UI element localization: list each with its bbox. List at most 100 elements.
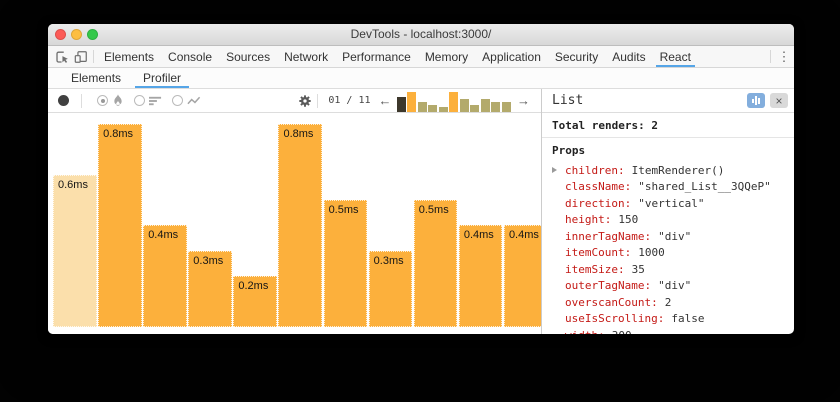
profiler-main-pane: 01 / 11 ← → 0.6ms 0.8ms 0.4ms 0.3ms 0.2ms 0.8…: [48, 89, 542, 334]
tab-audits[interactable]: Audits: [612, 49, 646, 64]
commit-bar[interactable]: 0.8ms: [98, 124, 142, 327]
flamegraph-view-radio[interactable]: [97, 95, 108, 106]
snapshot-mini-bar[interactable]: [470, 105, 479, 112]
total-renders-label: Total renders: 2: [542, 113, 794, 138]
snapshot-mini-bar[interactable]: [480, 99, 490, 112]
commit-duration-label: 0.8ms: [283, 128, 314, 140]
prop-value: "div": [658, 229, 692, 243]
tab-security[interactable]: Security: [554, 49, 599, 64]
prop-row-width[interactable]: width 300: [552, 327, 784, 334]
commit-bar[interactable]: 0.6ms: [53, 175, 97, 327]
commit-bar[interactable]: 0.5ms: [323, 200, 368, 327]
commit-duration-label: 0.2ms: [238, 280, 269, 292]
previous-snapshot-arrow[interactable]: ←: [378, 93, 392, 108]
devtools-menu-icon[interactable]: ⋮: [777, 48, 791, 64]
zoom-window-button[interactable]: [87, 29, 98, 40]
commit-duration-label: 0.4ms: [148, 229, 179, 241]
snapshot-mini-bar[interactable]: [438, 107, 448, 112]
prop-row-outerTagName[interactable]: outerTagName "div": [552, 278, 784, 295]
snapshot-mini-bar[interactable]: [491, 102, 500, 112]
bar-chart-icon: [758, 97, 760, 104]
bar-chart-icon: [752, 98, 754, 103]
prop-key: className: [565, 180, 631, 193]
commit-bar[interactable]: 0.8ms: [278, 124, 322, 327]
commit-bar[interactable]: 0.4ms: [458, 225, 503, 327]
component-details-panel: List × Total renders: 2 Props children It…: [542, 89, 794, 334]
devtools-tabs: Elements Console Sources Network Performance…: [97, 46, 767, 67]
commit-duration-label: 0.6ms: [58, 179, 88, 191]
close-window-button[interactable]: [55, 29, 66, 40]
prop-row-itemSize[interactable]: itemSize 35: [552, 261, 784, 278]
react-panel-tab-elements[interactable]: Elements: [71, 71, 122, 85]
commit-duration-label: 0.5ms: [328, 204, 359, 216]
minimize-window-button[interactable]: [71, 29, 82, 40]
interactions-view-radio[interactable]: [172, 95, 183, 106]
prop-row-overscanCount[interactable]: overscanCount 2: [552, 294, 784, 311]
prop-row-innerTagName[interactable]: innerTagName "div": [552, 228, 784, 245]
render-chart-toggle-button[interactable]: [747, 93, 765, 108]
devtools-window: DevTools - localhost:3000/ Elements Conso…: [48, 24, 794, 334]
snapshot-mini-bar[interactable]: [449, 92, 458, 112]
details-panel-header: List ×: [542, 89, 794, 113]
commit-bar[interactable]: 0.3ms: [188, 251, 232, 327]
snapshot-mini-bar[interactable]: [428, 105, 437, 112]
prop-row-height[interactable]: height 150: [552, 212, 784, 229]
ranked-chart-icon[interactable]: [149, 95, 162, 107]
commit-bar[interactable]: 0.4ms: [503, 225, 541, 327]
commit-duration-label: 0.3ms: [373, 255, 404, 267]
prop-value: "div": [658, 279, 692, 293]
prop-row-direction[interactable]: direction "vertical": [552, 195, 784, 212]
props-section: Props children ItemRenderer()className "sh…: [542, 138, 794, 334]
prop-key: width: [565, 329, 605, 334]
tab-application[interactable]: Application: [482, 49, 541, 64]
prop-row-children[interactable]: children ItemRenderer(): [552, 162, 784, 179]
prop-value: 150: [618, 213, 639, 227]
prop-key: overscanCount: [565, 296, 658, 309]
props-heading: Props: [552, 144, 586, 157]
react-panel-tab-profiler[interactable]: Profiler: [132, 68, 192, 88]
tab-performance[interactable]: Performance: [342, 49, 411, 64]
snapshot-mini-bar[interactable]: [396, 97, 406, 112]
snapshot-mini-bar[interactable]: [407, 92, 416, 112]
commit-bar[interactable]: 0.4ms: [143, 225, 187, 327]
render-duration-bar-chart: 0.6ms 0.8ms 0.4ms 0.3ms 0.2ms 0.8ms 0.5ms 0.3ms…: [48, 113, 541, 334]
prop-value: 35: [631, 262, 645, 276]
tab-network[interactable]: Network: [284, 49, 329, 64]
profiler-split-view: 01 / 11 ← → 0.6ms 0.8ms 0.4ms 0.3ms 0.2ms 0.8…: [48, 89, 794, 334]
prop-value: 2: [664, 295, 672, 309]
flame-icon[interactable]: [112, 94, 124, 107]
commit-bar[interactable]: 0.5ms: [413, 200, 458, 327]
prop-row-itemCount[interactable]: itemCount 1000: [552, 245, 784, 262]
commit-bar[interactable]: 0.2ms: [233, 276, 277, 327]
bar-chart-icon: [755, 96, 757, 105]
close-details-icon[interactable]: ×: [770, 93, 788, 108]
inspect-element-icon[interactable]: [52, 46, 71, 67]
tab-react[interactable]: React: [653, 46, 698, 67]
settings-gear-icon[interactable]: [298, 94, 312, 108]
prop-row-className[interactable]: className "shared_List__3QQeP": [552, 179, 784, 196]
tab-sources[interactable]: Sources: [226, 49, 271, 64]
interactions-chart-icon[interactable]: [187, 95, 201, 107]
record-button[interactable]: [58, 95, 69, 106]
commit-bar[interactable]: 0.3ms: [368, 251, 413, 327]
prop-key: innerTagName: [565, 230, 651, 243]
next-snapshot-arrow[interactable]: →: [517, 93, 530, 108]
prop-row-useIsScrolling[interactable]: useIsScrolling false: [552, 311, 784, 328]
ranked-view-radio[interactable]: [134, 95, 145, 106]
commit-duration-label: 0.3ms: [193, 255, 224, 267]
snapshot-mini-bar[interactable]: [459, 99, 469, 112]
window-titlebar[interactable]: DevTools - localhost:3000/: [48, 24, 794, 46]
snapshot-mini-bar[interactable]: [501, 102, 511, 112]
toolbar-divider: [81, 93, 82, 108]
tab-memory[interactable]: Memory: [424, 49, 469, 64]
prop-key: itemSize: [565, 263, 625, 276]
commit-duration-label: 0.4ms: [463, 229, 494, 241]
snapshot-mini-bar[interactable]: [417, 102, 427, 112]
tab-console[interactable]: Console: [168, 49, 213, 64]
prop-key: itemCount: [565, 246, 631, 259]
tab-elements[interactable]: Elements: [104, 49, 155, 64]
commit-duration-label: 0.8ms: [103, 128, 134, 140]
device-toolbar-icon[interactable]: [71, 46, 90, 67]
expand-arrow-icon[interactable]: [552, 167, 565, 173]
prop-key: outerTagName: [565, 279, 651, 292]
